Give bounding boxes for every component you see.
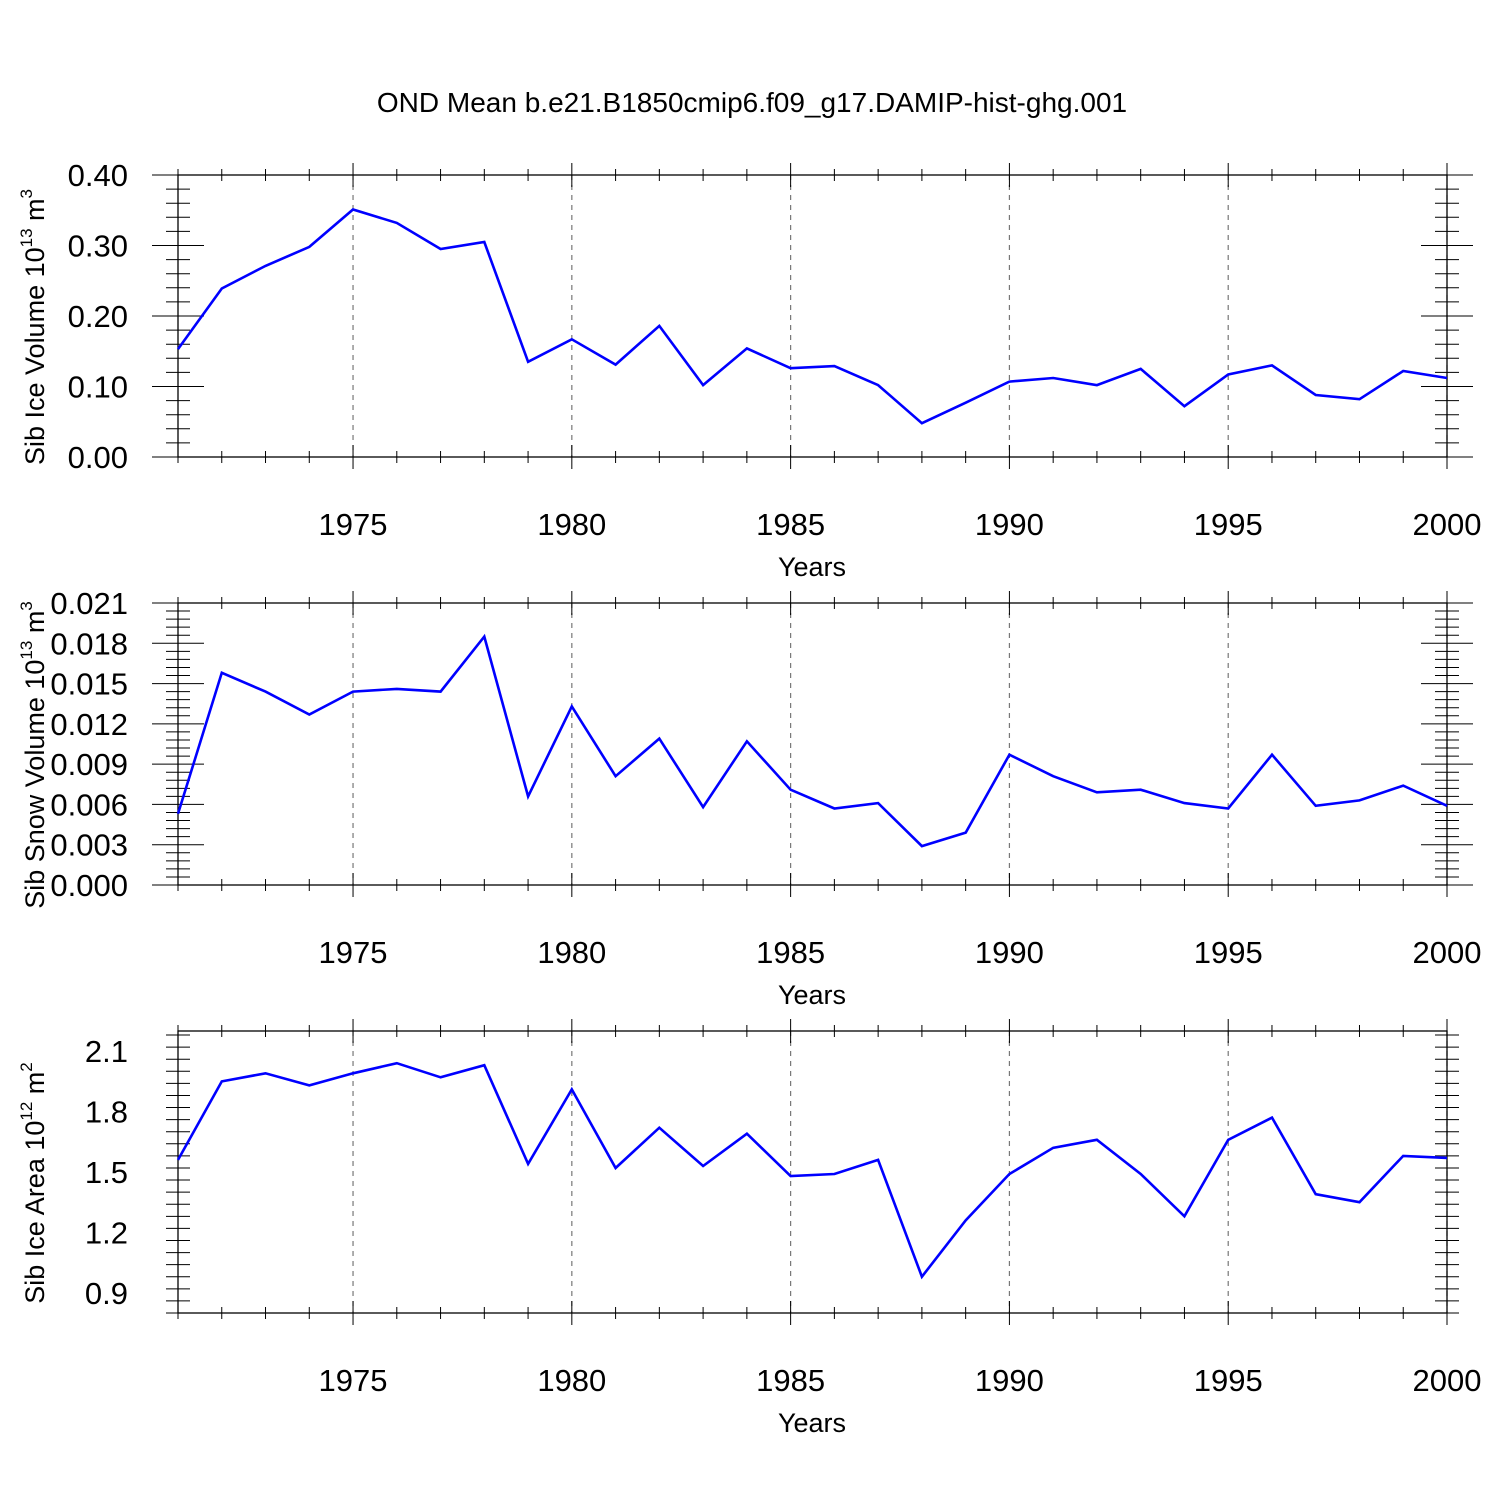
series-line — [176, 633, 1448, 848]
y-axis-label: Sib Ice Volume 1013 m3 — [17, 189, 50, 465]
chart-title: OND Mean b.e21.B1850cmip6.f09_g17.DAMIP-… — [377, 87, 1127, 118]
y-axis-label: Sib Ice Area 1012 m2 — [17, 1062, 50, 1304]
plot-frame — [177, 602, 1448, 886]
x-axis-label: Years — [778, 980, 846, 1010]
x-tick-label: 1990 — [975, 935, 1044, 970]
x-axis-label: Years — [778, 1408, 846, 1438]
x-tick-label: 1985 — [756, 507, 825, 542]
y-tick-label: 1.5 — [85, 1155, 128, 1190]
y-tick-label: 0.021 — [50, 586, 128, 621]
chart-panels: 0.00 0.10 0.20 0.30 0.40 1975 1980 1985 1990 1995… — [17, 158, 1481, 1438]
y-tick-label: 0.009 — [50, 747, 128, 782]
y-tick-label: 0.003 — [50, 828, 128, 863]
x-tick-label: 2000 — [1413, 1363, 1482, 1398]
y-tick-label: 0.00 — [68, 440, 128, 475]
x-tick-label: 1980 — [537, 1363, 606, 1398]
y-tick-label: 0.10 — [68, 370, 128, 405]
y-tick-label: 1.8 — [85, 1095, 128, 1130]
x-tick-label: 1990 — [975, 507, 1044, 542]
y-tick-label: 0.40 — [68, 158, 128, 193]
y-tick-label: 0.20 — [68, 299, 128, 334]
y-tick-label: 1.2 — [85, 1215, 128, 1250]
x-tick-label: 1995 — [1194, 1363, 1263, 1398]
x-tick-label: 2000 — [1413, 935, 1482, 970]
x-tick-label: 1995 — [1194, 935, 1263, 970]
plot-frame — [177, 1030, 1448, 1314]
series-line — [176, 208, 1448, 425]
y-tick-label: 0.30 — [68, 229, 128, 264]
series-line — [176, 1061, 1448, 1280]
x-tick-label: 1985 — [756, 935, 825, 970]
x-axis-label: Years — [778, 552, 846, 582]
chart-panel-3: 0.9 1.2 1.5 1.8 2.1 1975 1980 1985 1990 1995 2000 Y… — [17, 1019, 1481, 1438]
chart-panel-1: 0.00 0.10 0.20 0.30 0.40 1975 1980 1985 1990 1995… — [17, 158, 1481, 582]
chart-panel-2: 0.000 0.003 0.006 0.009 0.012 0.015 0.018 0.021… — [17, 586, 1481, 1010]
x-tick-label: 1975 — [319, 1363, 388, 1398]
y-tick-label: 0.018 — [50, 626, 128, 661]
y-tick-label: 0.012 — [50, 707, 128, 742]
x-tick-label: 1980 — [537, 935, 606, 970]
x-tick-label: 1990 — [975, 1363, 1044, 1398]
x-tick-label: 1995 — [1194, 507, 1263, 542]
y-tick-label: 0.015 — [50, 667, 128, 702]
y-tick-label: 0.9 — [85, 1276, 128, 1311]
x-tick-label: 2000 — [1413, 507, 1482, 542]
y-axis-label: Sib Snow Volume 1013 m3 — [17, 601, 50, 909]
y-tick-label: 0.006 — [50, 787, 128, 822]
x-tick-label: 1975 — [319, 935, 388, 970]
y-tick-label: 2.1 — [85, 1034, 128, 1069]
x-tick-label: 1975 — [319, 507, 388, 542]
x-tick-label: 1980 — [537, 507, 606, 542]
plot-frame — [177, 174, 1448, 458]
x-tick-label: 1985 — [756, 1363, 825, 1398]
y-tick-label: 0.000 — [50, 868, 128, 903]
